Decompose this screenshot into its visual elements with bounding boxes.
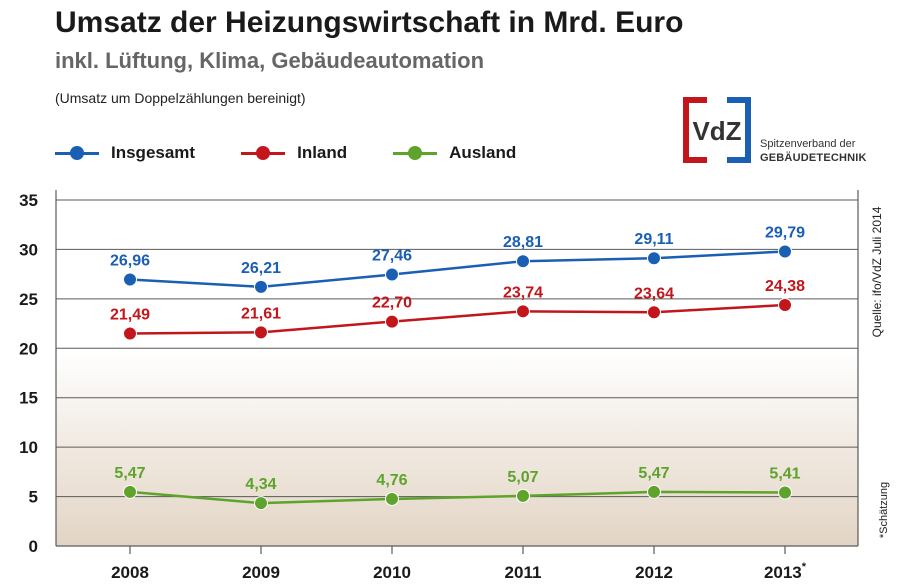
- data-point-insgesamt: [778, 244, 792, 259]
- y-tick-label: 5: [29, 488, 38, 507]
- data-point-ausland: [254, 496, 268, 511]
- data-label-insgesamt: 26,21: [241, 260, 281, 277]
- data-label-insgesamt: 26,96: [110, 252, 150, 269]
- x-tick-label: 2012: [635, 563, 673, 582]
- data-point-insgesamt: [123, 272, 137, 287]
- data-point-insgesamt: [516, 254, 530, 269]
- data-label-insgesamt: 27,46: [372, 248, 412, 265]
- data-point-ausland: [385, 491, 399, 506]
- series-line-insgesamt: [129, 250, 786, 289]
- data-label-ausland: 5,07: [507, 469, 538, 486]
- data-point-inland: [778, 297, 792, 312]
- legend-marker-insgesamt: [55, 146, 99, 160]
- data-point-inland: [254, 325, 268, 340]
- x-tick-label: 2011: [505, 563, 542, 582]
- legend-label: Insgesamt: [111, 143, 196, 162]
- y-tick-label: 20: [19, 339, 38, 358]
- y-tick-label: 25: [19, 290, 38, 309]
- data-label-ausland: 4,34: [245, 476, 276, 493]
- series-line-ausland: [129, 490, 786, 505]
- plot-background: [56, 350, 858, 546]
- data-point-inland: [123, 326, 137, 341]
- legend-item-ausland: Ausland: [393, 143, 516, 163]
- data-label-inland: 24,38: [765, 278, 805, 295]
- data-label-inland: 21,49: [110, 307, 150, 324]
- y-tick-label: 10: [19, 438, 38, 457]
- data-point-ausland: [516, 488, 530, 503]
- data-label-insgesamt: 29,11: [634, 231, 673, 248]
- x-tick-label: 2013*: [764, 561, 807, 582]
- x-tick-label: 2010: [373, 563, 411, 582]
- logo-text: VdZ: [692, 116, 741, 146]
- legend: Insgesamt Inland Ausland: [55, 143, 562, 163]
- data-label-inland: 22,70: [372, 295, 412, 312]
- data-label-insgesamt: 29,79: [765, 225, 805, 242]
- legend-item-inland: Inland: [241, 143, 347, 163]
- chart-title: Umsatz der Heizungswirtschaft in Mrd. Eu…: [55, 6, 684, 39]
- chart-note: (Umsatz um Doppelzählungen bereinigt): [55, 90, 306, 106]
- y-tick-label: 30: [19, 240, 38, 259]
- legend-label: Inland: [297, 143, 348, 162]
- x-tick-label: 2009: [242, 563, 280, 582]
- vdz-logo: VdZ: [683, 97, 751, 163]
- data-point-ausland: [778, 485, 792, 500]
- data-label-ausland: 5,47: [114, 465, 145, 482]
- legend-item-insgesamt: Insgesamt: [55, 143, 195, 163]
- data-point-insgesamt: [254, 279, 268, 294]
- y-tick-label: 15: [19, 389, 38, 408]
- legend-marker-ausland: [393, 146, 438, 160]
- legend-label: Ausland: [449, 143, 517, 162]
- data-label-inland: 23,64: [634, 285, 674, 302]
- org-line1: Spitzenverband der: [760, 138, 856, 150]
- data-point-ausland: [123, 484, 137, 499]
- data-point-inland: [516, 304, 530, 319]
- x-tick-suffix: *: [802, 561, 807, 573]
- data-point-inland: [385, 314, 399, 329]
- data-point-inland: [647, 305, 661, 320]
- series-line-inland: [129, 303, 786, 335]
- y-tick-label: 35: [19, 191, 38, 210]
- data-label-insgesamt: 28,81: [503, 234, 543, 251]
- data-label-ausland: 4,76: [376, 472, 407, 489]
- data-label-ausland: 5,47: [638, 465, 669, 482]
- x-tick-label: 2008: [111, 563, 149, 582]
- y-tick-label: 0: [29, 537, 38, 556]
- org-line2: GEBÄUDETECHNIK: [760, 152, 867, 164]
- data-point-ausland: [647, 484, 661, 499]
- data-point-insgesamt: [647, 251, 661, 266]
- data-point-insgesamt: [385, 267, 399, 282]
- data-label-inland: 21,61: [241, 305, 281, 322]
- data-label-inland: 23,74: [503, 284, 543, 301]
- org-name: Spitzenverband der GEBÄUDETECHNIK: [760, 137, 867, 165]
- data-label-ausland: 5,41: [769, 466, 800, 483]
- chart-subtitle: inkl. Lüftung, Klima, Gebäudeautomation: [55, 48, 485, 73]
- legend-marker-inland: [241, 146, 286, 160]
